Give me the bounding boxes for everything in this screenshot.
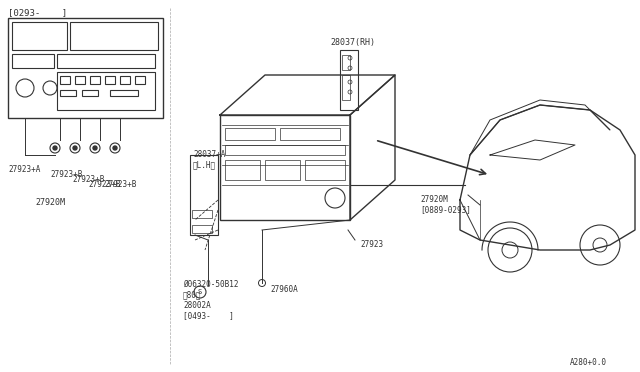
Text: 27923: 27923 <box>360 240 383 249</box>
Bar <box>75 76 85 84</box>
Text: 27923+A: 27923+A <box>8 165 40 174</box>
Bar <box>225 128 275 140</box>
Bar <box>90 76 100 84</box>
Bar <box>190 155 218 235</box>
Bar <box>57 54 155 68</box>
Bar <box>120 76 130 84</box>
Bar <box>70 22 158 50</box>
Circle shape <box>93 146 97 150</box>
Text: A280+0.0: A280+0.0 <box>570 358 607 367</box>
Bar <box>280 128 340 140</box>
Bar <box>12 54 54 68</box>
Bar <box>192 225 212 233</box>
Bar <box>220 115 350 220</box>
Text: 27923+B: 27923+B <box>88 180 120 189</box>
Bar <box>265 160 300 180</box>
Bar <box>225 160 260 180</box>
Bar <box>110 90 138 96</box>
Bar <box>105 76 115 84</box>
Bar <box>60 90 76 96</box>
Text: 27923+B: 27923+B <box>50 170 83 179</box>
Bar <box>342 55 350 70</box>
Bar <box>12 22 67 50</box>
Text: 27923+B: 27923+B <box>104 180 136 189</box>
Text: 27960A: 27960A <box>270 285 298 294</box>
Bar <box>135 76 145 84</box>
Text: 28037(RH): 28037(RH) <box>330 38 375 47</box>
Text: 27920M: 27920M <box>35 198 65 207</box>
Bar <box>192 210 212 218</box>
Bar <box>60 76 70 84</box>
Circle shape <box>53 146 57 150</box>
Bar <box>57 72 155 110</box>
Bar <box>82 90 98 96</box>
Text: 28037+A
〈L.H〉: 28037+A 〈L.H〉 <box>193 150 225 169</box>
Text: 27923+B: 27923+B <box>72 175 104 184</box>
Bar <box>342 75 350 100</box>
Bar <box>340 50 358 110</box>
Circle shape <box>113 146 117 150</box>
Bar <box>8 18 163 118</box>
Circle shape <box>73 146 77 150</box>
Bar <box>305 160 345 180</box>
Text: S: S <box>197 289 201 295</box>
Text: Ø06320-50B12
〈80〉
28002A
[0493-    ]: Ø06320-50B12 〈80〉 28002A [0493- ] <box>183 280 239 320</box>
Text: [0293-    ]: [0293- ] <box>8 8 67 17</box>
Text: 27920M
[0889-0293]: 27920M [0889-0293] <box>420 195 471 214</box>
Bar <box>225 145 345 155</box>
